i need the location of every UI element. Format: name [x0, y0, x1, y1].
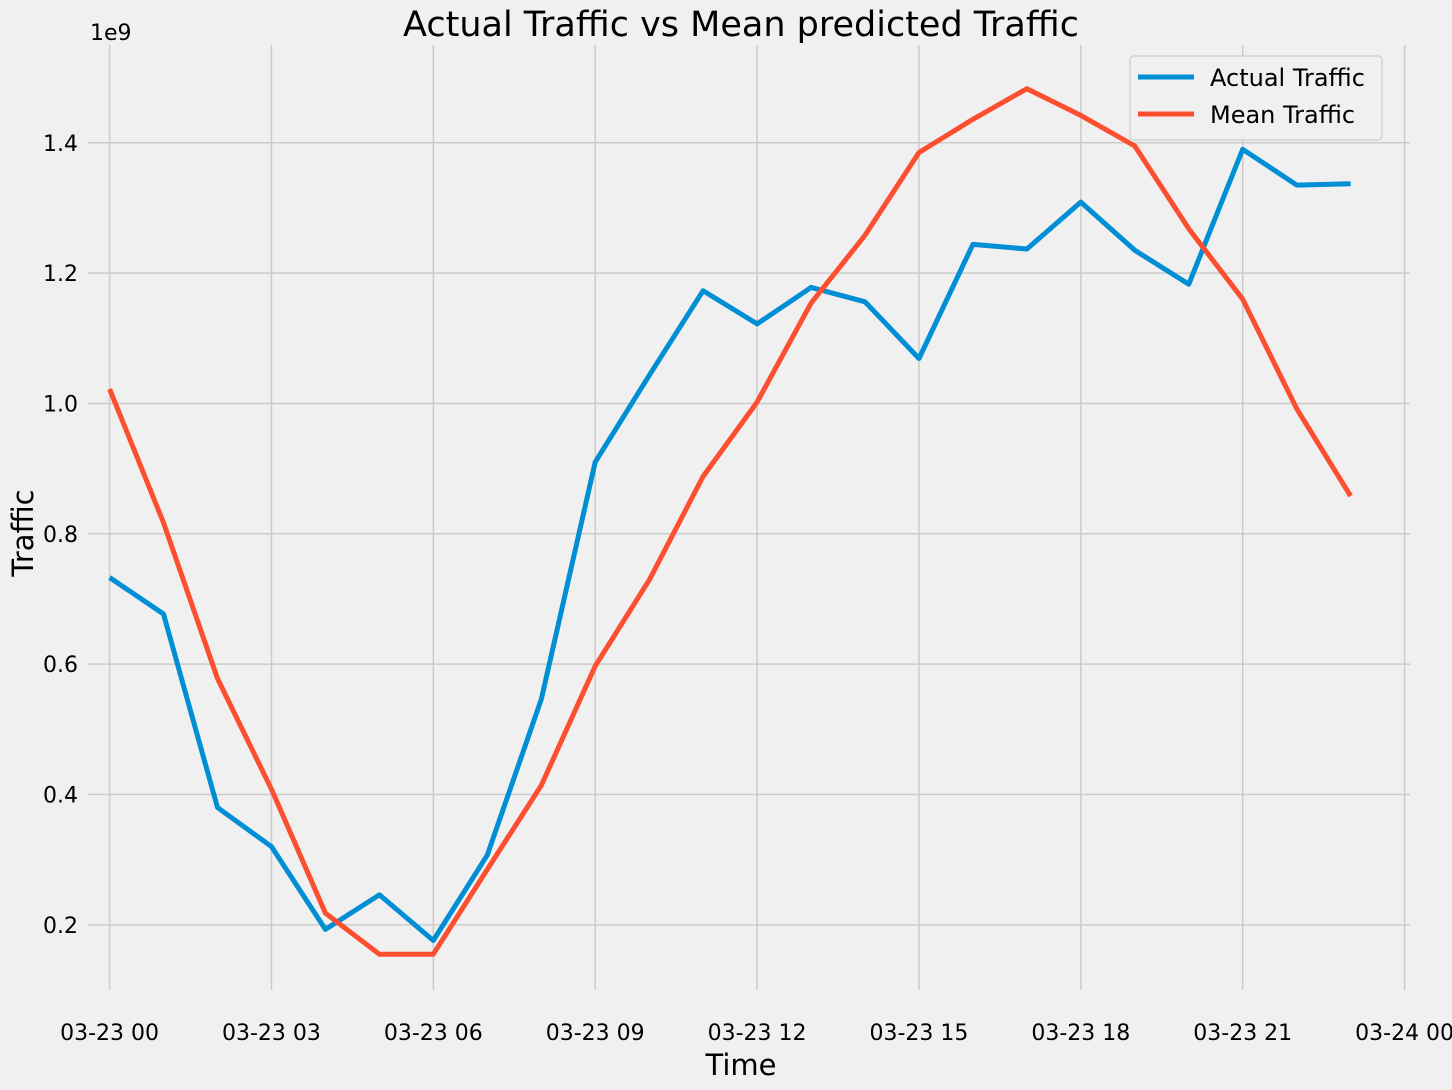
x-axis-label: Time	[705, 1048, 777, 1082]
x-tick-label: 03-23 12	[708, 1021, 807, 1046]
x-tick-label: 03-23 18	[1031, 1021, 1130, 1046]
x-tick-label: 03-23 06	[384, 1021, 483, 1046]
y-tick-label: 1.2	[43, 262, 78, 287]
mean-traffic-line	[107, 86, 1353, 957]
x-tick-label: 03-23 15	[870, 1021, 969, 1046]
series-lines	[107, 86, 1353, 957]
y-tick-label: 0.8	[43, 523, 78, 548]
grid	[88, 45, 1410, 990]
y-offset-label: 1e9	[90, 21, 132, 46]
chart-title: Actual Traffic vs Mean predicted Traffic	[403, 5, 1079, 45]
legend-label-mean: Mean Traffic	[1210, 101, 1355, 129]
y-axis-label: Traffic	[6, 489, 40, 577]
legend: Actual Traffic Mean Traffic	[1129, 55, 1383, 141]
y-tick-label: 0.6	[43, 653, 78, 678]
actual-traffic-line	[108, 146, 1351, 943]
y-tick-label: 1.4	[43, 132, 78, 157]
x-tick-label: 03-23 00	[60, 1021, 159, 1046]
y-tick-label: 1.0	[43, 392, 78, 417]
x-tick-label: 03-23 21	[1193, 1021, 1292, 1046]
x-tick-label: 03-23 03	[222, 1021, 321, 1046]
x-tick-label: 03-23 09	[546, 1021, 645, 1046]
legend-label-actual: Actual Traffic	[1210, 64, 1365, 92]
y-tick-label: 0.4	[43, 783, 78, 808]
tick-labels: 03-23 00 03-23 03 03-23 06 03-23 09 03-23 12…	[43, 132, 1452, 1046]
x-tick-label: 03-24 00	[1355, 1021, 1452, 1046]
y-tick-label: 0.2	[43, 914, 78, 939]
